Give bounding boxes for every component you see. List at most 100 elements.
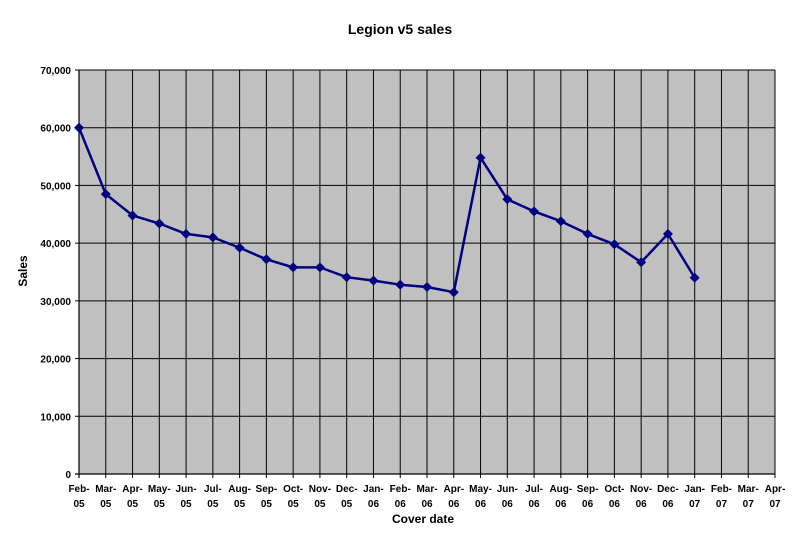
data-point-marker (689, 272, 700, 283)
data-point-marker (100, 189, 111, 200)
x-tick-label: May- 05 (148, 484, 171, 510)
data-point-marker (261, 254, 272, 265)
x-tick-label-year: 06 (555, 499, 567, 510)
x-tick-label-month: Sep- (577, 484, 599, 495)
x-axis-label: Cover date (392, 512, 454, 526)
x-tick-label: Nov- 06 (630, 484, 652, 510)
x-tick-label: Apr- 06 (443, 484, 464, 510)
data-point-marker (395, 279, 406, 290)
x-tick-label-month: Oct- (283, 484, 303, 495)
data-point-marker (662, 228, 673, 239)
x-tick-label-month: Feb- (711, 484, 732, 495)
axes (75, 69, 776, 478)
y-tick-label: 40,000 (40, 239, 71, 250)
y-tick-label: 30,000 (40, 297, 71, 308)
x-tick-label-month: Aug- (549, 484, 572, 495)
x-tick-label-month: Apr- (122, 484, 143, 495)
x-tick-label-month: Mar- (416, 484, 437, 495)
x-tick-label-year: 06 (529, 499, 541, 510)
x-tick-label: Apr- 07 (765, 484, 786, 510)
x-tick-label: Oct- 05 (283, 484, 303, 510)
y-tick-label: 0 (65, 470, 71, 481)
x-tick-label: Dec- 05 (336, 484, 358, 510)
y-tick-labels: 0 10,000 20,000 30,000 40,000 50,000 60,000 70,… (40, 66, 71, 481)
x-tick-label: Oct- 06 (604, 484, 624, 510)
data-point-marker (529, 206, 540, 217)
x-tick-label-year: 05 (127, 499, 139, 510)
y-tick-label: 10,000 (40, 412, 71, 423)
y-tick-label: 50,000 (40, 181, 71, 192)
x-tick-label-month: Jan- (363, 484, 384, 495)
data-point-marker (422, 282, 432, 293)
x-tick-label-month: Oct- (604, 484, 624, 495)
x-tick-label: Dec- 06 (657, 484, 679, 510)
x-tick-label-year: 05 (100, 499, 112, 510)
x-tick-label: Sep- 05 (256, 484, 278, 510)
x-tick-label-year: 05 (207, 499, 219, 510)
data-point-marker (555, 216, 566, 227)
data-point-marker (448, 287, 459, 298)
x-tick-label-month: Mar- (738, 484, 759, 495)
x-tick-label-month: Aug- (228, 484, 251, 495)
x-tick-label-year: 06 (395, 499, 407, 510)
data-point-marker (368, 275, 379, 286)
x-tick-label: Jan- 07 (684, 484, 705, 510)
x-tick-label: Aug- 05 (228, 484, 251, 510)
x-tick-label-year: 05 (181, 499, 193, 510)
x-tick-label-month: Nov- (309, 484, 331, 495)
y-axis-label: Sales (16, 255, 30, 287)
x-tick-label: Sep- 06 (577, 484, 599, 510)
chart-title: Legion v5 sales (348, 21, 452, 37)
data-point-marker (582, 228, 593, 239)
x-tick-label-month: May- (469, 484, 492, 495)
x-tick-label-month: May- (148, 484, 171, 495)
x-tick-label-month: Jul- (204, 484, 222, 495)
x-tick-label: Mar- 05 (95, 484, 116, 510)
x-tick-label-year: 06 (636, 499, 648, 510)
x-tick-label-year: 07 (743, 499, 755, 510)
x-tick-label: Feb- 07 (711, 484, 732, 510)
x-tick-label-year: 05 (314, 499, 326, 510)
x-tick-label-year: 05 (341, 499, 353, 510)
x-tick-label-month: Jan- (684, 484, 705, 495)
data-point-marker (74, 122, 84, 133)
x-tick-label-month: Feb- (390, 484, 411, 495)
data-point-marker (636, 257, 647, 268)
x-tick-label-year: 06 (662, 499, 674, 510)
x-tick-labels: Feb-05Mar-05Apr-05May-05Jun-05Jul-05Aug-… (68, 484, 785, 510)
y-tick-label: 70,000 (40, 66, 71, 77)
x-tick-label: Mar- 06 (416, 484, 437, 510)
x-tick-label: May- 06 (469, 484, 492, 510)
x-tick-label: Jun- 06 (497, 484, 518, 510)
x-tick-label-year: 05 (261, 499, 273, 510)
x-tick-label: Feb- 06 (390, 484, 411, 510)
x-tick-label-month: Dec- (657, 484, 679, 495)
x-tick-label-year: 06 (448, 499, 460, 510)
x-tick-label: Aug- 06 (549, 484, 572, 510)
x-tick-label-year: 06 (609, 499, 621, 510)
x-tick-label-year: 05 (73, 499, 85, 510)
x-tick-label-month: Jul- (525, 484, 543, 495)
x-tick-label-year: 06 (475, 499, 487, 510)
x-tick-label-month: Jun- (176, 484, 197, 495)
y-tick-label: 60,000 (40, 124, 71, 135)
x-tick-label-year: 05 (234, 499, 246, 510)
x-tick-label-year: 07 (716, 499, 728, 510)
data-point-marker (181, 228, 192, 239)
x-tick-label-month: Sep- (256, 484, 278, 495)
x-tick-label: Mar- 07 (738, 484, 759, 510)
x-tick-label-year: 06 (502, 499, 514, 510)
x-tick-label-year: 07 (689, 499, 701, 510)
x-tick-label-month: Feb- (68, 484, 89, 495)
x-tick-label-month: Jun- (497, 484, 518, 495)
data-point-marker (127, 210, 138, 221)
x-tick-label-year: 06 (368, 499, 380, 510)
x-tick-label-month: Apr- (765, 484, 786, 495)
series-line (77, 127, 696, 294)
data-point-marker (234, 242, 245, 253)
data-point-marker (314, 262, 325, 273)
x-tick-label-year: 06 (582, 499, 594, 510)
data-point-marker (502, 194, 513, 205)
data-point-marker (475, 152, 486, 163)
x-tick-label: Jan- 06 (363, 484, 384, 510)
